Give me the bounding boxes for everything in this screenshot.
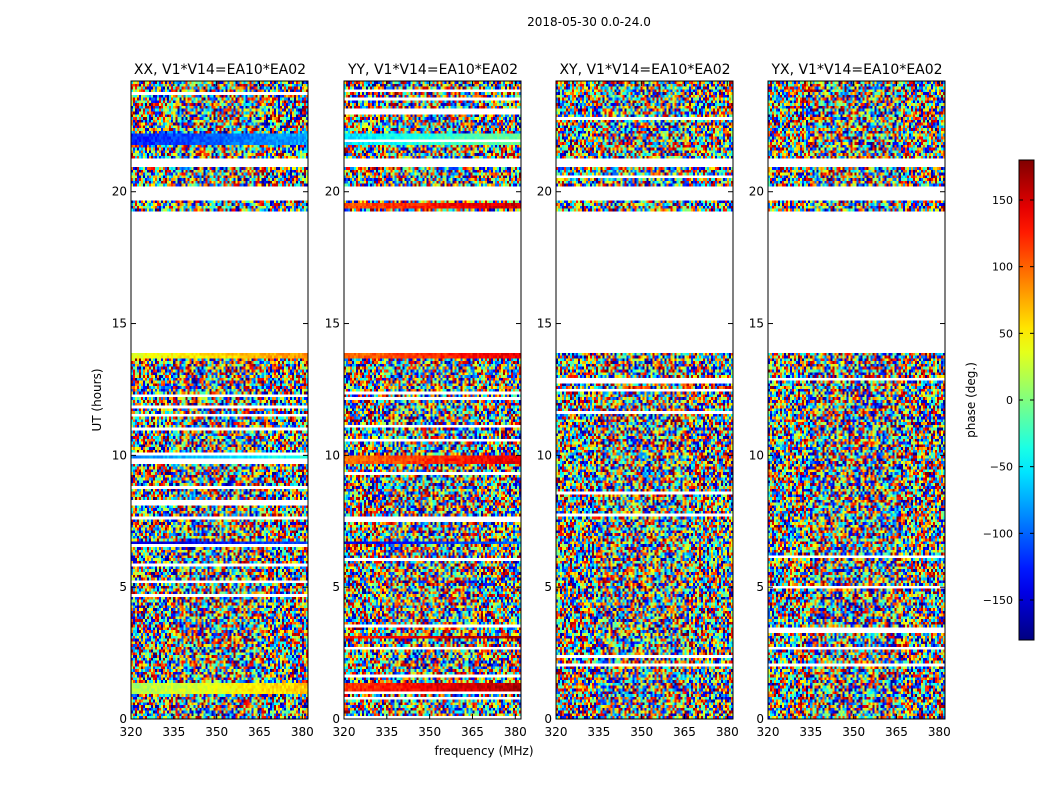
y-tick-label: 0: [119, 712, 127, 726]
x-axis-label: frequency (MHz): [434, 744, 533, 758]
phase-raster-yx: [768, 81, 945, 719]
y-axis-label: UT (hours): [90, 368, 104, 431]
panel-frame: [343, 80, 522, 720]
y-tick-label: 15: [325, 317, 340, 331]
y-tick-label: 10: [537, 448, 552, 462]
y-tick-label: 0: [544, 712, 552, 726]
colorbar-tick-label: 0: [1006, 394, 1013, 407]
panel-title-yy: YY, V1*V14=EA10*EA02: [347, 62, 518, 78]
x-tick-label: 350: [842, 725, 865, 739]
panel-xy: XY, V1*V14=EA10*EA02 320 335 350 365 380 0 5 10…: [537, 62, 739, 739]
x-tick-label: 380: [928, 725, 951, 739]
panel-title-yx: YX, V1*V14=EA10*EA02: [770, 62, 942, 78]
y-tick-label: 15: [537, 317, 552, 331]
x-tick-label: 335: [375, 725, 398, 739]
y-tick-label: 10: [112, 448, 127, 462]
panel-yy: YY, V1*V14=EA10*EA02 320 335 350 365 380 0 5 10…: [325, 62, 527, 739]
x-tick-label: 350: [630, 725, 653, 739]
panel-title-xy: XY, V1*V14=EA10*EA02: [559, 62, 730, 78]
x-tick-label: 365: [248, 725, 271, 739]
x-tick-label: 380: [291, 725, 314, 739]
colorbar-tick-label: 100: [992, 261, 1013, 274]
x-tick-label: 380: [716, 725, 739, 739]
x-tick-label: 365: [461, 725, 484, 739]
x-tick-label: 320: [333, 725, 356, 739]
panel-title-xx: XX, V1*V14=EA10*EA02: [134, 62, 306, 78]
colorbar-tick-label: −100: [983, 527, 1013, 540]
colorbar: phase (deg.) −150 −100 −50 0 50 100 150: [964, 159, 1035, 641]
x-tick-label: 320: [757, 725, 780, 739]
phase-raster-xx: [131, 81, 308, 719]
colorbar-tick-label: −150: [983, 594, 1013, 607]
panel-xx: XX, V1*V14=EA10*EA02 320 335 350 365 380 0 5 10…: [112, 62, 314, 739]
x-tick-label: 365: [673, 725, 696, 739]
y-tick-label: 20: [537, 185, 552, 199]
x-tick-label: 350: [205, 725, 228, 739]
colorbar-label: phase (deg.): [964, 362, 978, 438]
x-tick-label: 380: [504, 725, 527, 739]
colorbar-tick-label: −50: [990, 461, 1013, 474]
y-tick-label: 15: [749, 317, 764, 331]
phase-raster-xy: [556, 81, 733, 719]
y-tick-label: 5: [332, 580, 340, 594]
figure-suptitle: 2018-05-30 0.0-24.0: [527, 15, 651, 29]
x-tick-label: 335: [799, 725, 822, 739]
y-tick-label: 0: [756, 712, 764, 726]
x-tick-label: 320: [120, 725, 143, 739]
y-tick-label: 5: [756, 580, 764, 594]
y-tick-label: 20: [325, 185, 340, 199]
panel-frame: [555, 80, 734, 720]
y-tick-label: 10: [749, 448, 764, 462]
x-tick-label: 335: [587, 725, 610, 739]
x-tick-label: 350: [418, 725, 441, 739]
y-tick-label: 0: [332, 712, 340, 726]
panel-frame: [767, 80, 946, 720]
panel-frame: [130, 80, 309, 720]
y-tick-label: 20: [112, 185, 127, 199]
panel-yx: YX, V1*V14=EA10*EA02 320 335 350 365 380 0 5 10…: [749, 62, 951, 739]
x-tick-label: 320: [545, 725, 568, 739]
x-tick-label: 335: [162, 725, 185, 739]
x-tick-label: 365: [885, 725, 908, 739]
y-tick-label: 5: [119, 580, 127, 594]
y-tick-label: 10: [325, 448, 340, 462]
colorbar-tick-label: 150: [992, 194, 1013, 207]
colorbar-tick-label: 50: [999, 327, 1013, 340]
y-tick-label: 5: [544, 580, 552, 594]
y-tick-label: 20: [749, 185, 764, 199]
phase-raster-yy: [344, 81, 521, 719]
y-tick-label: 15: [112, 317, 127, 331]
